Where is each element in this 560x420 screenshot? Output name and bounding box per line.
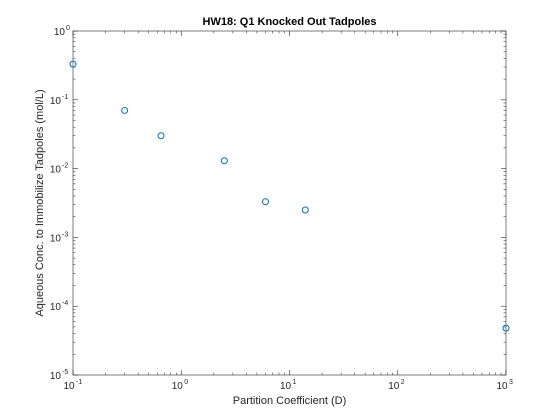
data-point xyxy=(261,198,269,206)
x-tick-label: 10 xyxy=(280,381,292,392)
data-point xyxy=(220,157,228,165)
y-tick-label: 10 xyxy=(50,233,62,244)
y-tick-label: 10 xyxy=(50,96,62,107)
y-tick-exponent: -3 xyxy=(62,231,68,238)
y-tick-label: 10 xyxy=(50,165,62,176)
x-tick-exponent: 1 xyxy=(293,379,297,386)
y-tick-exponent: -1 xyxy=(62,94,68,101)
x-tick-exponent: 0 xyxy=(184,379,188,386)
data-point xyxy=(502,324,510,332)
x-tick-label: 10 xyxy=(172,381,184,392)
minor-ticks xyxy=(73,31,506,375)
y-tick-exponent: -2 xyxy=(62,163,68,170)
y-tick-exponent: -4 xyxy=(62,300,68,307)
tick-labels: 10 -1 10 0 10 1 10 2 10 310 010 -110 -210 -310 -410 -5 xyxy=(50,25,513,392)
y-tick-label: 10 xyxy=(50,302,62,313)
x-tick-label: 10 xyxy=(63,381,75,392)
data-point xyxy=(157,132,165,140)
major-ticks xyxy=(72,30,507,376)
data-point xyxy=(121,106,129,114)
y-tick-label: 10 xyxy=(50,371,62,382)
y-tick-exponent: 0 xyxy=(66,25,70,32)
x-tick-exponent: 2 xyxy=(401,379,405,386)
data-point xyxy=(301,206,309,214)
x-axis-label: Partition Coefficient (D) xyxy=(233,395,347,407)
y-tick-label: 10 xyxy=(54,27,66,38)
x-tick-label: 10 xyxy=(496,381,508,392)
data-point xyxy=(69,60,77,68)
y-tick-exponent: -5 xyxy=(62,369,68,376)
y-axis-label: Aqueous Conc. to Immobilize Tadpoles (mo… xyxy=(34,89,46,316)
data-points xyxy=(69,60,510,332)
x-tick-exponent: -1 xyxy=(76,379,82,386)
x-tick-exponent: 3 xyxy=(509,379,513,386)
plot-area xyxy=(72,30,507,376)
x-tick-label: 10 xyxy=(388,381,400,392)
chart-title: HW18: Q1 Knocked Out Tadpoles xyxy=(203,16,377,28)
